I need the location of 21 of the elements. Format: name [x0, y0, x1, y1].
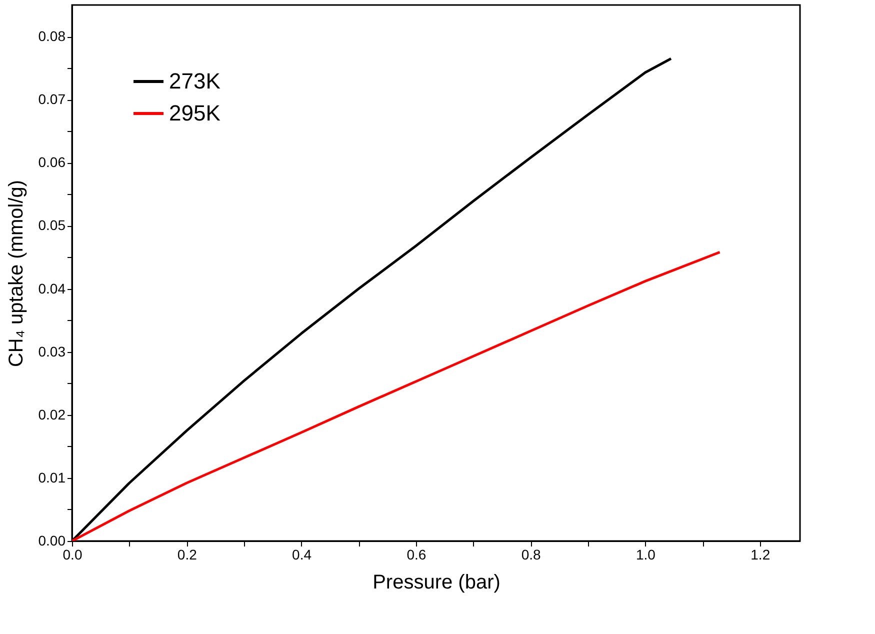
x-tick-label: 1.0 [636, 546, 656, 562]
x-tick-label: 0.0 [62, 546, 82, 562]
y-tick-label: 0.02 [38, 406, 66, 422]
x-tick-label: 1.2 [750, 546, 770, 562]
y-tick-label: 0.08 [38, 28, 66, 44]
y-tick-label: 0.03 [38, 343, 66, 360]
y-tick-label: 0.07 [38, 91, 66, 108]
y-tick-label: 0.04 [38, 280, 66, 296]
legend-label: 273K [169, 68, 221, 94]
x-tick-label: 0.4 [292, 546, 312, 562]
line-series [72, 250, 721, 541]
y-tick-label: 0.06 [38, 154, 66, 170]
y-tick-label: 0.00 [38, 532, 66, 548]
x-axis-title: Pressure (bar) [372, 572, 500, 594]
y-tick-label: 0.05 [38, 217, 66, 234]
legend-label: 295K [169, 100, 221, 126]
x-tick-label: 0.6 [406, 546, 426, 562]
x-tick-label: 0.8 [521, 546, 542, 562]
x-tick-label: 0.2 [177, 546, 198, 562]
y-tick-label: 0.01 [38, 469, 66, 486]
y-axis-title: CH₄ uptake (mmol/g) [5, 180, 28, 368]
